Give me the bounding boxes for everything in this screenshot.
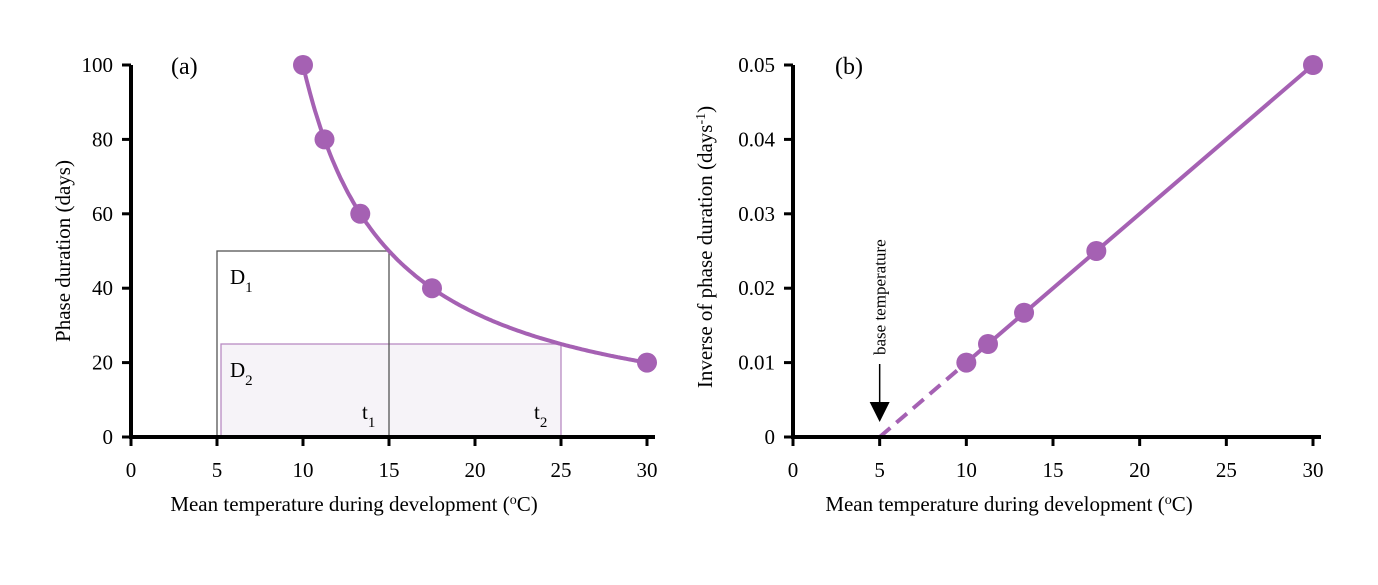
y-tick-label: 20: [92, 351, 113, 375]
x-tick-label: 20: [465, 458, 486, 482]
x-tick-label: 5: [212, 458, 223, 482]
rect-label-t2: t2: [534, 400, 547, 431]
x-tick-label: 15: [1043, 458, 1064, 482]
x-tick-label: 0: [788, 458, 799, 482]
y-tick-label: 0.04: [738, 127, 775, 151]
y-tick-label: 0.02: [738, 276, 775, 300]
y-tick-label: 80: [92, 127, 113, 151]
y-tick-label: 0.05: [738, 53, 775, 77]
x-axis-label: Mean temperature during development (oC): [170, 492, 537, 516]
data-point: [350, 203, 371, 224]
y-tick-label: 60: [92, 202, 113, 226]
x-axis-label: Mean temperature during development (oC): [825, 492, 1192, 516]
y-tick-label: 0: [103, 425, 114, 449]
annotation-base-temperature: base temperature: [871, 239, 890, 355]
panel-label: (a): [171, 54, 198, 80]
rect-label-d1: D1: [230, 265, 253, 296]
data-point: [978, 334, 998, 354]
x-tick-label: 15: [379, 458, 400, 482]
x-tick-label: 25: [551, 458, 572, 482]
data-point: [956, 352, 977, 373]
data-point: [293, 55, 313, 75]
y-tick-label: 0.03: [738, 202, 775, 226]
data-point: [1303, 55, 1323, 75]
data-point: [1014, 302, 1035, 323]
rect-d2: [220, 343, 562, 438]
panel-b: 0 5 10 15 20 25 30 0 0.01 0.02 0.03 0.04 0.05 (b) Mean…: [693, 53, 1324, 516]
x-tick-label: 10: [293, 458, 314, 482]
rect-label-t1: t1: [362, 400, 375, 431]
y-tick-label: 0.01: [738, 351, 775, 375]
data-point: [1086, 241, 1107, 261]
x-tick-label: 25: [1216, 458, 1237, 482]
y-tick-label: 0: [765, 425, 776, 449]
data-point: [637, 352, 657, 373]
y-tick-label: 100: [82, 53, 114, 77]
x-tick-label: 30: [637, 458, 658, 482]
panel-label: (b): [835, 54, 863, 80]
x-tick-label: 30: [1303, 458, 1324, 482]
x-tick-label: 0: [126, 458, 137, 482]
arrow-down-icon: [869, 402, 890, 422]
y-axis-label: Phase duration (days): [51, 160, 75, 342]
x-tick-label: 5: [874, 458, 885, 482]
data-point: [422, 278, 442, 299]
extrapolated-line: [878, 361, 968, 439]
x-tick-label: 20: [1129, 458, 1150, 482]
y-tick-label: 40: [92, 276, 113, 300]
rect-label-d2: D2: [230, 358, 253, 389]
data-point: [314, 129, 335, 150]
y-axis-label: Inverse of phase duration (days-1): [693, 106, 717, 388]
panel-a: D1 t1 D2 t2 0 5 10 15 20 25 30 0 20 40 60 80 100 (a) Mean …: [51, 53, 658, 516]
x-tick-label: 10: [956, 458, 977, 482]
